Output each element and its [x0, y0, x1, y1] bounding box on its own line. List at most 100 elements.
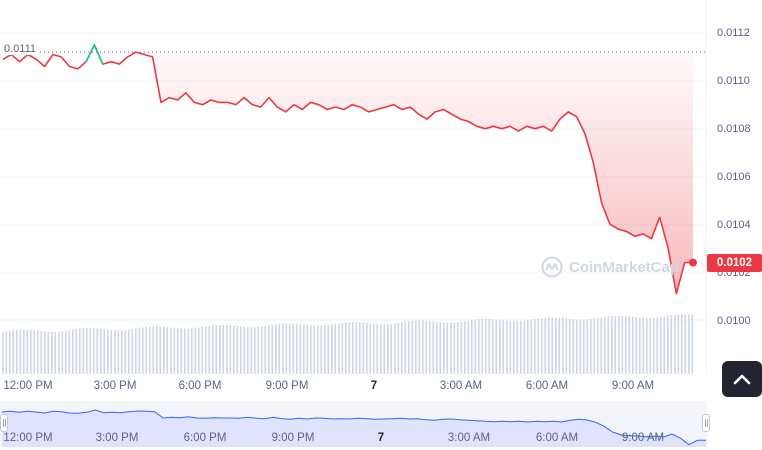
volume-bar: [429, 320, 431, 374]
volume-bar: [19, 329, 22, 374]
navigator-right-handle[interactable]: [702, 414, 710, 432]
volume-bar: [684, 314, 687, 374]
volume-bar: [9, 330, 11, 374]
volume-bar: [89, 328, 92, 374]
volume-bar: [527, 320, 529, 374]
volume-bar: [142, 327, 144, 374]
volume-bar: [639, 317, 641, 374]
volume-bar: [201, 327, 204, 374]
volume-bar: [586, 319, 589, 374]
volume-bar: [100, 328, 102, 374]
volume-bar: [278, 323, 281, 374]
volume-bar: [404, 321, 407, 374]
volume-bar: [667, 315, 669, 374]
volume-bar: [408, 321, 410, 374]
volume-bar: [432, 321, 435, 374]
navigator-left-handle[interactable]: [0, 414, 8, 432]
volume-bar: [674, 314, 676, 374]
volume-bar: [152, 326, 155, 374]
volume-bar: [499, 319, 501, 374]
volume-bar: [583, 319, 585, 374]
volume-bar: [607, 316, 610, 374]
volume-bar: [96, 328, 99, 374]
volume-bar: [635, 317, 638, 374]
volume-bar: [107, 329, 109, 374]
volume-bar: [275, 324, 277, 374]
volume-bar: [166, 327, 169, 374]
volume-bar: [317, 325, 319, 374]
volume-bar: [170, 327, 172, 374]
volume-bar: [628, 316, 631, 374]
volume-bar: [422, 320, 424, 374]
volume-bar: [194, 328, 197, 374]
volume-bar: [51, 331, 53, 374]
volume-bar: [131, 329, 134, 374]
volume-bar: [163, 326, 165, 374]
volume-bar: [600, 317, 603, 374]
volume-bar: [54, 331, 57, 374]
coinmarketcap-logo-icon: [541, 256, 563, 278]
price-line: [2, 44, 693, 295]
volume-bar: [292, 323, 295, 374]
volume-bar: [82, 328, 85, 374]
scroll-to-top-button[interactable]: [722, 361, 762, 397]
volume-bar: [544, 317, 547, 374]
volume-bar: [390, 323, 393, 374]
volume-bar: [558, 317, 561, 374]
volume-bar: [79, 328, 81, 374]
volume-bar: [474, 319, 477, 374]
volume-bar: [670, 315, 673, 374]
volume-bar: [303, 324, 305, 374]
volume-bar: [576, 319, 578, 374]
x-axis-tick: 3:00 AM: [439, 380, 483, 392]
volume-bar: [327, 324, 330, 374]
volume-bar: [649, 318, 652, 374]
volume-bar: [530, 319, 533, 374]
volume-bar: [310, 325, 312, 374]
chevron-up-icon: [733, 374, 751, 385]
volume-bar: [359, 322, 361, 374]
volume-bar: [590, 319, 592, 374]
volume-bar: [289, 323, 291, 374]
volume-bar: [271, 324, 274, 374]
y-axis-tick: 0.0106: [717, 171, 751, 183]
watermark-text: CoinMarketCap: [569, 258, 680, 276]
volume-bar: [114, 330, 116, 374]
volume-bar: [226, 325, 228, 374]
volume-bar: [93, 328, 95, 374]
volume-bar: [250, 327, 253, 374]
volume-bar: [450, 322, 452, 374]
volume-bar: [457, 322, 459, 374]
volume-bar: [352, 321, 354, 374]
volume-bar: [313, 325, 316, 374]
volume-bar: [646, 318, 648, 374]
volume-bar: [68, 330, 71, 374]
volume-bar: [506, 320, 508, 374]
volume-bar: [548, 317, 550, 374]
volume-bar: [156, 326, 158, 374]
volume-bar: [103, 329, 106, 374]
volume-bar: [397, 322, 400, 374]
volume-bar: [653, 317, 655, 374]
x-axis-tick: 6:00 AM: [525, 380, 569, 392]
volume-bar: [285, 323, 288, 374]
volume-bar: [149, 326, 151, 374]
watermark: CoinMarketCap: [541, 256, 679, 278]
x-axis-tick: 9:00 PM: [265, 380, 309, 392]
volume-bar: [611, 316, 613, 374]
volume-bar: [681, 314, 683, 374]
volume-bar: [40, 331, 43, 374]
volume-bar: [173, 328, 176, 374]
volume-bar: [145, 327, 148, 374]
volume-bar: [446, 322, 449, 374]
volume-bar: [625, 316, 627, 374]
volume-bar: [443, 322, 445, 374]
volume-bar: [534, 319, 536, 374]
navigator-tick: 9:00 AM: [621, 432, 665, 444]
volume-bar: [380, 324, 382, 374]
current-price-dot: [689, 258, 697, 267]
volume-bar: [338, 323, 340, 374]
reference-price-label: 0.0111: [2, 43, 39, 55]
volume-bar: [488, 318, 491, 374]
